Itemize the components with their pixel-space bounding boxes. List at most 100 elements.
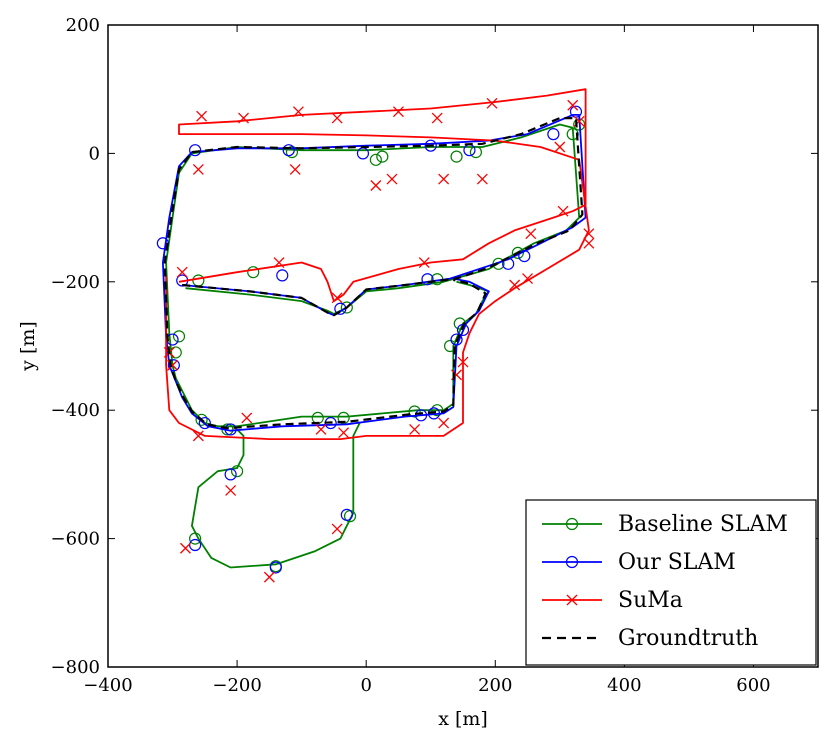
tick-labels: −400 −200 0 200 400 600 −800 −600 −400 −200 0 200 <box>51 15 771 696</box>
data-point <box>583 228 595 240</box>
data-point <box>315 424 327 435</box>
data-point <box>511 246 524 260</box>
data-point <box>522 273 534 285</box>
y-tick-label: 0 <box>89 143 100 164</box>
series-suma <box>163 88 595 583</box>
legend-entry: SuMa <box>542 588 683 613</box>
data-point <box>276 269 289 282</box>
x-tick-label: 600 <box>736 675 770 696</box>
data-point <box>241 412 253 424</box>
x-axis-label: x [m] <box>438 708 488 730</box>
data-point <box>509 279 521 291</box>
data-point <box>525 228 537 240</box>
y-tick-label: −200 <box>51 272 100 293</box>
data-point <box>414 409 428 422</box>
legend-label: SuMa <box>618 588 683 613</box>
series-layer <box>156 88 595 583</box>
data-point <box>273 257 285 268</box>
data-point <box>196 110 208 122</box>
data-point <box>392 106 404 118</box>
legend-label: Our SLAM <box>618 550 736 575</box>
data-point <box>340 508 353 521</box>
data-point <box>189 532 202 545</box>
data-point <box>424 139 437 152</box>
data-point <box>195 413 208 426</box>
data-point <box>337 411 350 425</box>
data-point <box>369 153 382 166</box>
data-point <box>269 561 282 574</box>
data-point <box>554 141 566 153</box>
data-point <box>192 163 204 175</box>
data-point <box>376 150 389 163</box>
data-point <box>566 128 579 141</box>
data-point <box>457 356 469 368</box>
x-tick-label: 200 <box>478 675 512 696</box>
data-point <box>285 146 299 159</box>
x-tick-label: −200 <box>212 675 261 696</box>
y-tick-label: 200 <box>66 15 100 36</box>
data-point <box>450 333 463 346</box>
data-point <box>263 571 275 583</box>
data-point <box>486 97 498 109</box>
data-point <box>443 339 457 353</box>
legend: Baseline SLAM Our SLAM SuMa Groundtruth <box>525 499 817 666</box>
data-point <box>338 427 350 439</box>
y-tick-label: −600 <box>51 529 100 550</box>
legend-label: Baseline SLAM <box>618 512 788 537</box>
data-point <box>192 274 205 287</box>
data-point <box>189 538 202 552</box>
data-point <box>438 173 450 185</box>
data-point <box>198 416 211 430</box>
data-point <box>340 301 353 314</box>
data-point <box>331 112 343 124</box>
data-point <box>311 411 324 425</box>
data-point <box>370 180 382 191</box>
data-point <box>547 128 560 141</box>
data-point <box>292 106 304 118</box>
data-point <box>438 417 450 429</box>
data-point <box>238 112 250 124</box>
data-point <box>176 266 188 278</box>
data-point <box>567 99 579 111</box>
data-point <box>421 273 434 286</box>
data-point <box>230 465 244 478</box>
data-point <box>565 555 579 569</box>
data-point <box>450 150 463 163</box>
data-point <box>167 359 180 372</box>
x-tick-label: −400 <box>83 675 132 696</box>
data-point <box>386 173 398 185</box>
data-point <box>418 257 430 268</box>
legend-label: Groundtruth <box>618 626 758 651</box>
data-point <box>192 430 204 442</box>
data-point <box>247 266 260 279</box>
series-line <box>165 88 590 440</box>
data-point <box>583 237 595 249</box>
data-point <box>408 405 421 418</box>
y-axis-label: y [m] <box>17 321 39 372</box>
y-tick-label: −400 <box>51 400 100 421</box>
series-baseline-slam <box>165 118 586 573</box>
data-point <box>189 144 202 157</box>
data-point <box>224 468 237 481</box>
series-line <box>162 114 587 432</box>
series-our-slam <box>156 105 587 574</box>
x-tick-label: 0 <box>360 675 371 696</box>
legend-entry: Our SLAM <box>542 550 736 575</box>
legend-entries: Baseline SLAM Our SLAM SuMa Groundtruth <box>542 512 788 651</box>
data-point <box>282 144 295 157</box>
data-point <box>469 146 483 159</box>
data-point <box>331 292 343 304</box>
data-point <box>431 404 444 417</box>
data-point <box>431 112 443 124</box>
legend-entry: Groundtruth <box>542 626 758 651</box>
data-point <box>179 542 191 554</box>
plot-frame <box>107 24 819 668</box>
data-point <box>557 205 569 217</box>
data-point <box>289 163 301 175</box>
data-point <box>566 594 578 606</box>
data-point <box>409 424 421 435</box>
data-point <box>565 517 579 531</box>
data-point <box>225 484 237 496</box>
x-tick-label: 400 <box>607 675 641 696</box>
